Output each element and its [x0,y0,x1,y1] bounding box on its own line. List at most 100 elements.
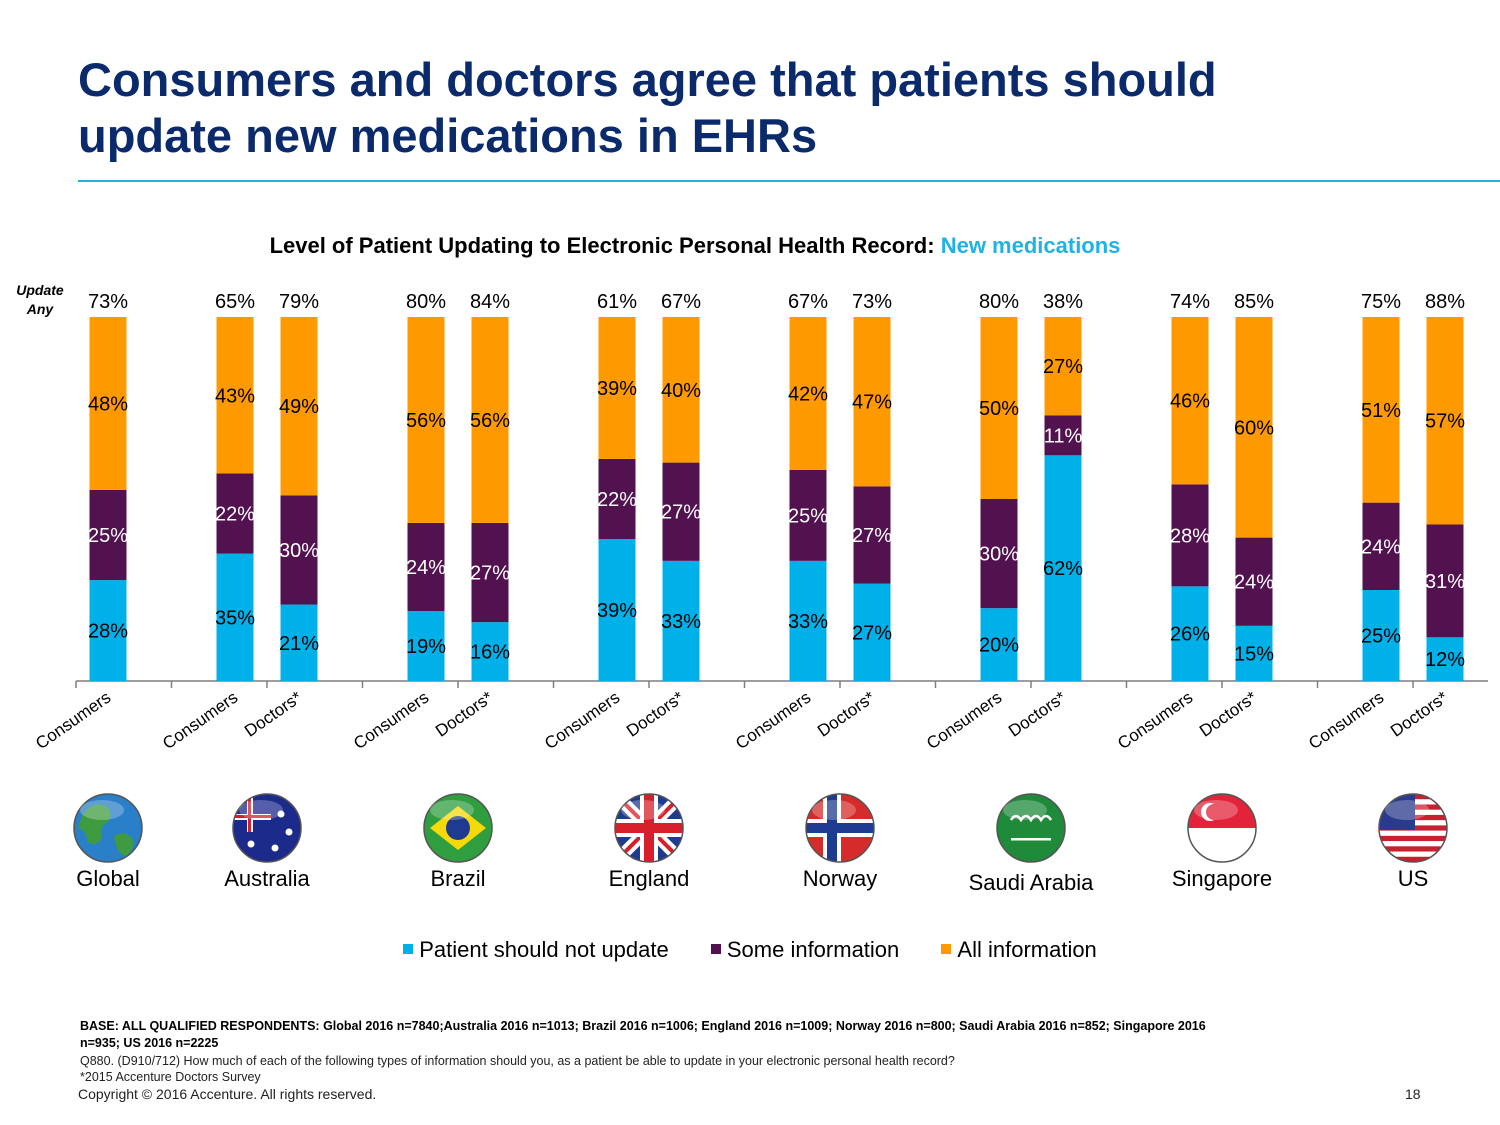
country-label-australia: Australia [224,866,310,891]
data-label-norway-doctors-not-update: 27% [852,622,892,644]
bar-singapore-doctors-not-update [1235,625,1273,681]
data-label-norway-doctors-some-information: 27% [852,525,892,547]
flag-star [271,844,279,852]
us-flag-icon [1378,793,1448,863]
chart-title-main: Level of Patient Updating to Electronic … [269,233,935,258]
tick-label-australia-doctors: Doctors* [241,687,306,740]
stacked-bar-chart: 28% 25% 48% 73% Consumers 35% 22% 43% 65% Consume… [32,291,1488,895]
bar-norway-doctors-all-information [853,317,891,487]
flag-field [997,794,1065,862]
flag-star [277,810,285,818]
globe-land [78,804,111,845]
data-label-us-doctors-some-information: 31% [1425,571,1465,593]
bar-brazil-consumers-all-information [407,317,445,523]
total-label-singapore-doctors: 85% [1234,291,1274,313]
bar-brazil-doctors-all-information [471,317,509,523]
flag-sword [1011,838,1051,841]
total-label-norway-consumers: 67% [788,291,828,313]
data-label-singapore-doctors-not-update: 15% [1234,643,1274,665]
flag-artwork [615,794,683,862]
data-label-saudi-arabia-doctors-not-update: 62% [1043,558,1083,580]
tick-label-norway-consumers: Consumers [732,688,814,753]
flag-border [805,793,875,863]
data-label-saudi-arabia-consumers-all-information: 50% [979,398,1019,420]
saudi-arabia-flag-icon [996,793,1066,863]
tick-label-global-consumers: Consumers [32,688,114,753]
bar-norway-doctors-not-update [853,583,891,681]
data-label-singapore-consumers-all-information: 46% [1170,391,1210,413]
copyright: Copyright © 2016 Accenture. All rights r… [78,1086,377,1102]
chart-title-highlight: New medications [940,233,1121,258]
legend-item-all-information: All information [941,937,1097,963]
tick-label-brazil-consumers: Consumers [350,688,432,753]
bar-global-consumers-all-information [89,317,127,490]
tick-label-us-consumers: Consumers [1305,688,1387,753]
bar-singapore-consumers-some-information [1171,484,1209,587]
data-label-singapore-consumers-not-update: 26% [1170,624,1210,646]
legend-item-not-update: Patient should not update [403,937,669,963]
legend-item-some-information: Some information [710,937,900,963]
tick-label-singapore-doctors: Doctors* [1196,687,1261,740]
flag-border [423,793,493,863]
tick-label-england-doctors: Doctors* [623,687,688,740]
flag-gloss [239,800,283,820]
tick-label-saudi-arabia-doctors: Doctors* [1005,687,1070,740]
flag-stripe [1379,846,1447,852]
flag-border [1378,793,1448,863]
total-label-global-consumers: 73% [88,291,128,313]
total-label-brazil-doctors: 84% [470,291,510,313]
data-label-brazil-consumers-all-information: 56% [406,410,446,432]
country-label-norway: Norway [803,866,878,891]
flag-field [233,794,301,862]
flag-border [996,793,1066,863]
flag-border [232,793,302,863]
doctors-survey-footnote: *2015 Accenture Doctors Survey [80,1070,261,1084]
bar-us-consumers-not-update [1362,590,1400,681]
flag-border [1187,793,1257,863]
data-label-global-consumers-all-information: 48% [88,393,128,415]
flag-stripe [827,794,837,862]
legend-swatch-all-information [941,944,952,954]
data-label-saudi-arabia-doctors-all-information: 27% [1043,356,1083,378]
country-label-us: US [1398,866,1429,891]
flag-artwork [1379,794,1447,862]
data-label-norway-consumers-not-update: 33% [788,611,828,633]
bar-australia-doctors-some-information [280,495,318,605]
bar-england-consumers-some-information [598,458,636,540]
data-label-norway-doctors-all-information: 47% [852,392,892,414]
bar-saudi-arabia-doctors-some-information [1044,415,1082,456]
australia-flag-icon [232,793,302,863]
total-label-us-consumers: 75% [1361,291,1401,313]
data-label-norway-consumers-some-information: 25% [788,505,828,527]
flag-stripe [644,794,654,862]
bar-brazil-doctors-some-information [471,522,509,623]
tick-label-us-doctors: Doctors* [1387,687,1452,740]
bar-england-consumers-not-update [598,539,636,681]
flag-star [285,828,293,836]
bar-australia-consumers-all-information [216,317,254,474]
total-label-australia-doctors: 79% [279,291,319,313]
data-label-saudi-arabia-doctors-some-information: 11% [1044,425,1083,447]
flag-stripe [248,794,251,832]
total-label-singapore-consumers: 74% [1170,291,1210,313]
tick-label-australia-consumers: Consumers [159,688,241,753]
norway-flag-icon [805,793,875,863]
data-label-england-consumers-not-update: 39% [597,600,637,622]
data-label-us-doctors-not-update: 12% [1425,649,1465,671]
bar-global-consumers-not-update [89,580,127,681]
total-label-australia-consumers: 65% [215,291,255,313]
bar-us-doctors-not-update [1426,637,1464,681]
data-label-us-doctors-all-information: 57% [1425,411,1465,433]
legend-label-some-information: Some information [726,937,900,962]
brazil-flag-icon [423,793,493,863]
data-label-england-doctors-not-update: 33% [661,611,701,633]
data-label-singapore-consumers-some-information: 28% [1170,525,1210,547]
country-label-singapore: Singapore [1172,866,1272,891]
data-label-brazil-doctors-some-information: 27% [470,563,510,585]
globe-land [114,833,134,856]
data-label-singapore-doctors-some-information: 24% [1234,572,1274,594]
bar-us-doctors-some-information [1426,524,1464,638]
flag-artwork [74,794,142,862]
flag-script [1009,814,1053,823]
slide-title: Consumers and doctors agree that patient… [78,53,1217,162]
